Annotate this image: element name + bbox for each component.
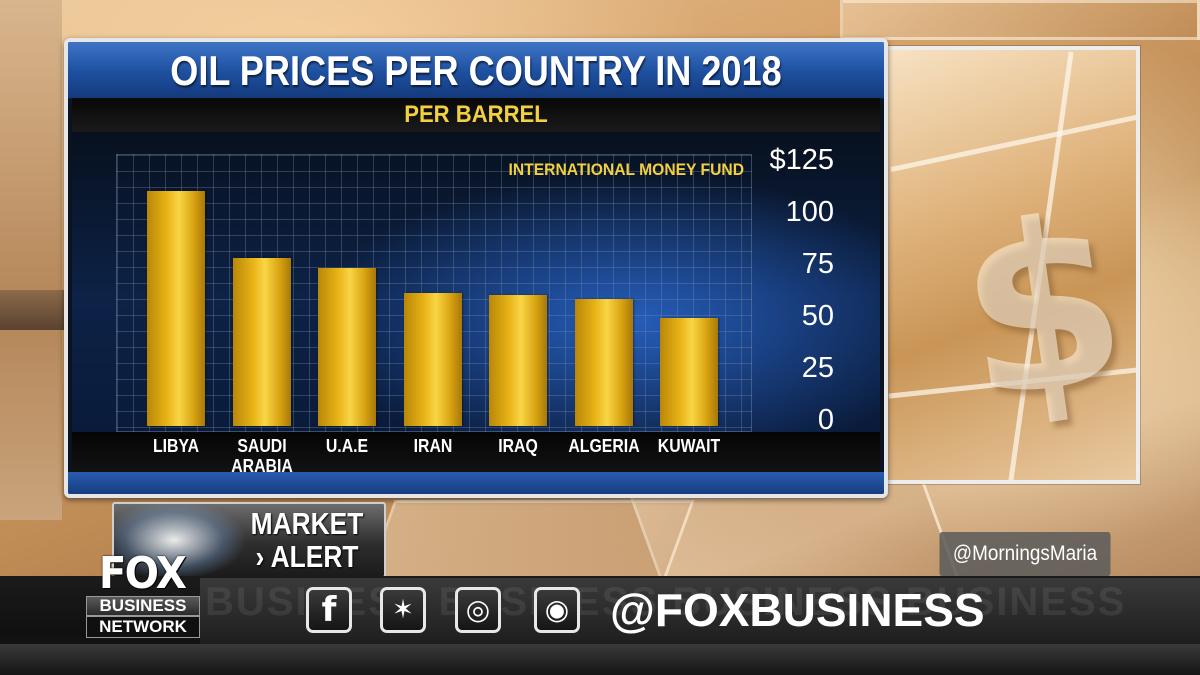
x-axis-bar (72, 432, 880, 477)
subtitle-bar: PER BARREL (72, 98, 880, 132)
chart-source: INTERNATIONAL MONEY FUND (508, 160, 744, 179)
twitter-icon: ✶ (380, 587, 426, 633)
alert-line-2: › ALERT (255, 539, 359, 574)
podcast-icon: ◉ (534, 587, 580, 633)
facebook-icon: f (306, 587, 352, 633)
x-tick-label: IRAQ (478, 436, 557, 456)
bar-iraq (489, 294, 547, 426)
bar-iran (403, 292, 462, 426)
x-tick-label-line: SAUDI (236, 436, 287, 456)
instagram-icon: ◎ (455, 587, 501, 633)
x-tick-label: KUWAIT (649, 436, 728, 456)
x-tick-label-line: IRAQ (498, 436, 538, 456)
x-tick-label-line: LIBYA (152, 436, 200, 456)
x-tick-label: LIBYA (136, 436, 215, 456)
monitor-grid-line (890, 113, 1136, 172)
x-tick-label-line: KUWAIT (657, 436, 721, 456)
x-tick-label-line: ARABIA (230, 456, 293, 476)
background-tile (840, 0, 1200, 40)
background-left-bar (0, 290, 64, 330)
fox-business-logo: FOX BUSINESS NETWORK (84, 550, 200, 642)
y-tick-label: 0 (817, 404, 834, 436)
x-tick-label: U.A.E (307, 436, 386, 456)
y-tick-label: 75 (801, 248, 834, 280)
business-watermark: BUSINESS BUSINESS BUSINESS BUSINESS (205, 580, 1127, 624)
panel-bottom-strip (68, 472, 884, 494)
x-tick-label-line: IRAN (413, 436, 452, 456)
alert-flare (114, 504, 254, 576)
bar-kuwait (660, 317, 718, 426)
bar-libya (147, 190, 205, 426)
y-tick-label: $125 (769, 144, 834, 176)
alert-line-1: MARKET (250, 506, 364, 541)
bar-saudi-arabia (232, 257, 291, 426)
chart-title: OIL PRICES PER COUNTRY IN 2018 (170, 47, 782, 94)
social-strip (200, 578, 1200, 644)
bar-u-a-e (318, 267, 376, 426)
title-bar: OIL PRICES PER COUNTRY IN 2018 (68, 42, 884, 99)
x-tick-label: ALGERIA (564, 436, 643, 456)
y-tick-label: 100 (785, 196, 834, 228)
logo-network-text: NETWORK (86, 616, 200, 638)
host-handle: @MorningsMaria (939, 532, 1111, 576)
x-tick-label: IRAN (393, 436, 472, 456)
chart-background (72, 132, 880, 432)
y-tick-label: 25 (801, 352, 834, 384)
x-tick-label-line: ALGERIA (567, 436, 640, 456)
background-left-panel (0, 0, 62, 520)
network-handle: @FOXBUSINESS (610, 584, 985, 636)
dollar-sign-icon: $ (945, 166, 1140, 453)
x-tick-label: SAUDI ARABIA (222, 436, 301, 476)
logo-business-text: BUSINESS (86, 596, 200, 616)
bar-algeria (574, 299, 633, 426)
chart-subtitle: PER BARREL (404, 101, 548, 128)
logo-fox-text: FOX (98, 548, 187, 599)
x-tick-label-line: U.A.E (325, 436, 369, 456)
y-tick-label: 50 (801, 300, 834, 332)
ticker-base (0, 644, 1200, 675)
chart-panel: OIL PRICES PER COUNTRY IN 2018 PER BARRE… (64, 38, 888, 498)
side-monitor: $ (888, 46, 1140, 484)
